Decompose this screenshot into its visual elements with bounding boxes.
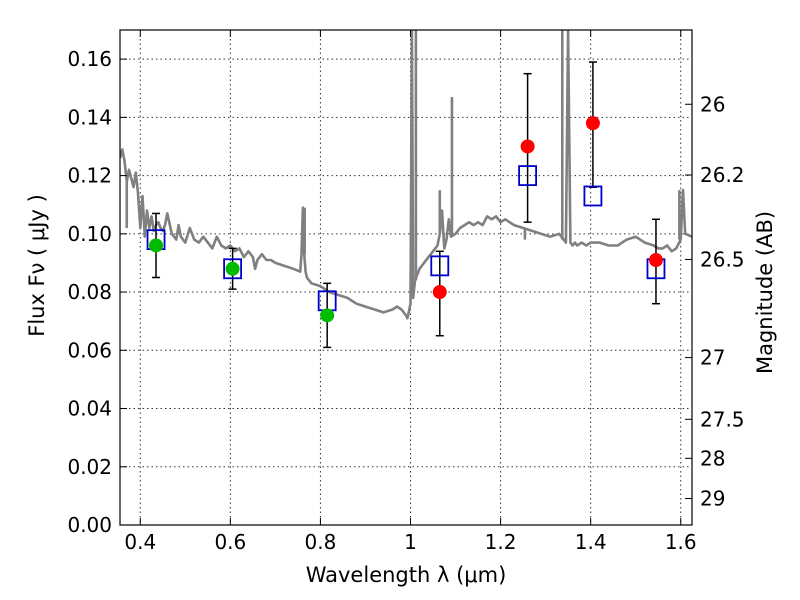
y-tick-label: 0.00 xyxy=(67,513,112,537)
y2-tick-label: 29 xyxy=(700,487,725,511)
model-photometry-square xyxy=(518,165,538,186)
x-tick-label: 0.6 xyxy=(214,530,246,554)
model-photometry-square xyxy=(223,258,242,280)
model-spectrum-line xyxy=(120,30,692,320)
nir-data-point xyxy=(432,285,447,300)
nir-data-point xyxy=(648,253,663,268)
y2-tick-label: 26.2 xyxy=(700,163,745,187)
y-tick-label: 0.02 xyxy=(67,455,112,479)
x-tick-label: 1 xyxy=(404,530,417,554)
y-tick-label: 0.12 xyxy=(67,164,112,188)
x-tick-label: 0.8 xyxy=(305,530,337,554)
y-tick-label: 0.14 xyxy=(67,105,112,129)
y2-tick-label: 26 xyxy=(700,92,725,116)
x-tick-label: 1.6 xyxy=(665,530,697,554)
nir-data-point xyxy=(520,139,535,154)
y2-tick-label: 27.5 xyxy=(700,407,745,431)
x-axis-label: Wavelength λ (μm) xyxy=(306,563,507,587)
y2-tick-label: 28 xyxy=(700,446,725,470)
model-photometry-square xyxy=(430,255,450,277)
model-photometry-square xyxy=(583,185,603,207)
optical-data-point xyxy=(225,261,240,276)
x-tick-label: 1.4 xyxy=(575,530,607,554)
plot-frame xyxy=(119,29,693,526)
data-markers xyxy=(146,116,666,323)
y-tick-label: 0.16 xyxy=(67,47,112,71)
x-tick-label: 0.4 xyxy=(124,530,156,554)
grid xyxy=(120,30,692,526)
y-tick-label: 0.06 xyxy=(67,338,112,362)
y2-tick-label: 27 xyxy=(700,346,725,370)
optical-data-point xyxy=(320,308,335,323)
y-axis-label: Flux Fν ( μJy ) xyxy=(25,194,49,337)
y2-tick-label: 26.5 xyxy=(700,247,745,271)
optical-data-point xyxy=(149,238,164,253)
y-tick-label: 0.04 xyxy=(67,397,112,421)
model-spectrum xyxy=(120,30,692,320)
nir-data-point xyxy=(585,116,600,131)
axis-ticks: 0.4 0.6 0.8 1 1.2 1.4 1.6 0.00 0.02 0.04 0.06 0.08 0… xyxy=(67,30,745,554)
right-axis-label: Magnitude (AB) xyxy=(753,211,777,374)
y-tick-label: 0.10 xyxy=(67,222,112,246)
y-tick-label: 0.08 xyxy=(67,280,112,304)
x-tick-label: 1.2 xyxy=(485,530,517,554)
